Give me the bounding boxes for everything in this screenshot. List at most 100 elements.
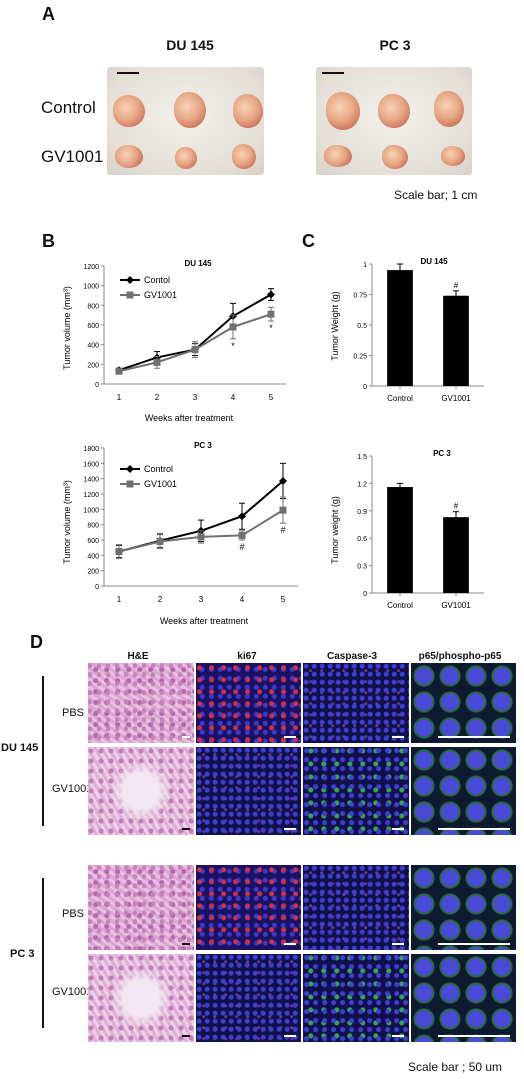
image-pc3-pbs-he: [88, 865, 194, 950]
chart-title: PC 3: [194, 441, 212, 450]
group-label-du145: DU 145: [1, 742, 39, 754]
y-tick-label: 0: [95, 584, 99, 591]
panel-label-d: D: [30, 632, 43, 652]
image-pc3-pbs-caspase3: [303, 865, 409, 950]
bar-gv1001: [443, 517, 469, 593]
photo-row-control: Control: [41, 98, 96, 117]
data-point: [115, 548, 123, 555]
y-tick-label: 1.5: [357, 454, 367, 461]
y-tick-label: 200: [87, 569, 99, 576]
tumor-pc3-gv1001-1: [324, 145, 352, 167]
tumor-pc3-control-1: [326, 92, 360, 130]
tumor-du145-gv1001-3: [232, 144, 256, 169]
bar-gv1001: [443, 295, 469, 386]
column-header-p65: p65/phospho-p65: [418, 651, 502, 662]
x-tick-label: 2: [155, 393, 160, 402]
photo-scale-bar: [117, 72, 139, 74]
data-point: [156, 538, 164, 546]
significance-marker: *: [269, 323, 273, 333]
tumor-pc3-gv1001-2: [382, 145, 408, 169]
x-tick-label: 4: [231, 393, 236, 402]
x-tick-label: GV1001: [441, 601, 471, 610]
y-tick-label: 1200: [83, 264, 99, 271]
y-axis-label: Tumor volume (mm³): [62, 286, 72, 370]
data-point: [267, 290, 275, 299]
row-label-pc3-gv1001: GV1001: [52, 986, 93, 998]
y-tick-label: 1000: [83, 284, 99, 291]
significance-marker: #: [454, 502, 459, 511]
tumor-pc3-control-3: [434, 91, 464, 127]
image-du145-pbs-caspase3: [303, 663, 409, 743]
x-tick-label: 5: [281, 595, 286, 604]
legend-marker: [126, 291, 134, 299]
photo-header-pc3: PC 3: [379, 37, 411, 53]
legend-label: Contol: [144, 275, 170, 285]
x-tick-label: 3: [199, 595, 204, 604]
image-pc3-pbs-p65: [411, 865, 516, 950]
row-label-du145-pbs: PBS: [62, 707, 85, 719]
image-du145-gv1001-caspase3: [303, 747, 409, 835]
y-tick-label: 200: [87, 362, 99, 369]
tumor-du145-gv1001-1: [115, 145, 143, 168]
tumor-pc3-gv1001-3: [441, 146, 465, 166]
tumor-du145-gv1001-2: [175, 147, 197, 169]
panel-label-a: A: [42, 4, 55, 24]
group-bracket-du145: [42, 676, 44, 826]
y-tick-label: 1200: [83, 492, 99, 499]
column-header-caspase3: Caspase-3: [326, 651, 378, 662]
image-du145-gv1001-he: [88, 747, 194, 835]
tumor-photo-pc3: [316, 67, 472, 175]
tumor-photo-du145: [107, 67, 264, 175]
data-point: [238, 512, 246, 521]
bar-control: [387, 270, 413, 386]
photo-header-du145: DU 145: [166, 37, 214, 53]
data-point: [197, 533, 205, 541]
image-pc3-gv1001-p65: [411, 954, 516, 1042]
x-tick-label: 1: [117, 595, 122, 604]
y-tick-label: 0.75: [353, 293, 367, 300]
column-header-ki67: ki67: [237, 651, 257, 662]
image-du145-gv1001-p65: [411, 747, 516, 835]
y-tick-label: 1600: [83, 461, 99, 468]
line-chart-pc3: PC 3 Weeks after treatment Tumor volume …: [62, 441, 298, 626]
tumor-du145-control-1: [113, 95, 145, 127]
tumor-pc3-control-2: [378, 94, 410, 128]
y-tick-label: 1: [363, 262, 367, 269]
y-tick-label: 800: [87, 523, 99, 530]
x-tick-label: 2: [158, 595, 163, 604]
y-tick-label: 0: [95, 382, 99, 389]
image-du145-pbs-he: [88, 663, 194, 743]
legend-marker: [126, 276, 134, 284]
y-tick-label: 1.2: [357, 481, 367, 488]
data-point: [279, 476, 287, 485]
chart-title: DU 145: [184, 259, 212, 268]
y-tick-label: 800: [87, 303, 99, 310]
significance-marker: #: [280, 525, 285, 535]
data-point: [115, 367, 123, 375]
significance-marker: #: [454, 281, 459, 290]
bar-chart-du145: DU 145 Tumor Weight (g) 0 0.25 0.5 0.75 1 Con…: [330, 257, 484, 402]
photo-scale-bar: [322, 72, 344, 74]
data-point: [267, 310, 275, 318]
x-tick-label: 4: [240, 595, 245, 604]
bar-control: [387, 487, 413, 593]
data-point: [153, 358, 161, 366]
row-label-du145-gv1001: GV1001: [52, 783, 93, 795]
x-axis-label: Weeks after treatment: [160, 616, 249, 626]
tumor-du145-control-3: [233, 94, 263, 128]
group-label-pc3: PC 3: [10, 948, 35, 960]
panel-label-c: C: [302, 231, 315, 251]
x-axis-label: Weeks after treatment: [145, 413, 234, 423]
chart-title: PC 3: [433, 449, 451, 458]
panel-label-b: B: [42, 231, 55, 251]
y-tick-label: 1000: [83, 507, 99, 514]
row-label-pc3-pbs: PBS: [62, 908, 85, 920]
data-point: [191, 346, 199, 354]
line-chart-du145: DU 145 Weeks after treatment Tumor volum…: [62, 259, 286, 423]
y-tick-label: 0: [363, 384, 367, 391]
y-tick-label: 0.6: [357, 536, 367, 543]
column-header-he: H&E: [127, 651, 149, 662]
data-point: [229, 323, 237, 331]
data-point: [238, 531, 246, 539]
y-tick-label: 1400: [83, 477, 99, 484]
